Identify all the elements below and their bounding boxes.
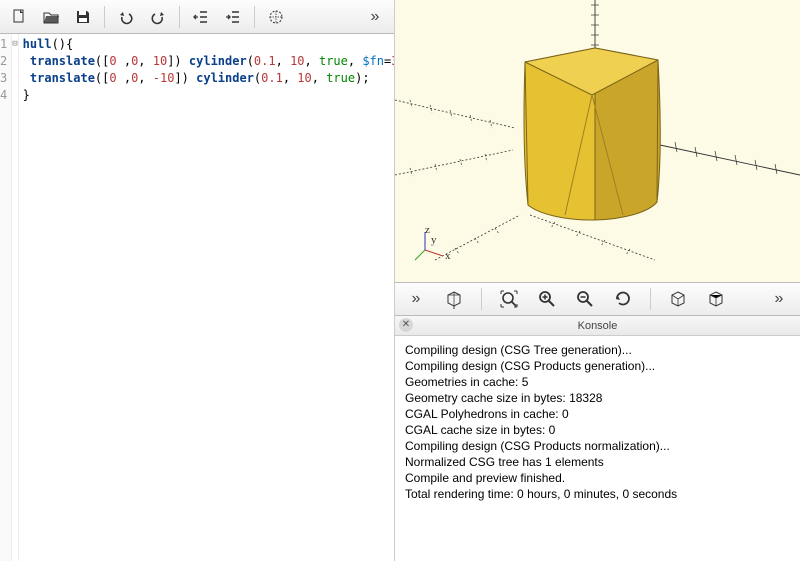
editor-pane: » 1234 ⊟ hull(){ translate([0 ,0, 10]) c… xyxy=(0,0,395,561)
console-line: Compiling design (CSG Tree generation)..… xyxy=(405,342,790,358)
console-title-label: Konsole xyxy=(578,320,618,332)
unindent-button[interactable] xyxy=(186,3,216,31)
axis-x-label: x xyxy=(445,250,451,262)
console-line: CGAL cache size in bytes: 0 xyxy=(405,422,790,438)
editor-toolbar: » xyxy=(0,0,394,34)
preview-button[interactable] xyxy=(261,3,291,31)
render-button[interactable] xyxy=(439,285,469,313)
console-close-button[interactable]: ✕ xyxy=(399,318,413,332)
line-number-gutter: 1234 xyxy=(0,34,12,561)
open-file-button[interactable] xyxy=(36,3,66,31)
view-top-button[interactable] xyxy=(701,285,731,313)
code-editor[interactable]: 1234 ⊟ hull(){ translate([0 ,0, 10]) cyl… xyxy=(0,34,394,561)
console-line: CGAL Polyhedrons in cache: 0 xyxy=(405,406,790,422)
view-overflow-right-button[interactable]: » xyxy=(764,285,794,313)
console-line: Compiling design (CSG Products generatio… xyxy=(405,358,790,374)
zoom-fit-button[interactable] xyxy=(494,285,524,313)
axis-z-label: z xyxy=(425,224,430,236)
console-line: Normalized CSG tree has 1 elements xyxy=(405,454,790,470)
console-titlebar: ✕ Konsole xyxy=(395,316,800,336)
right-pane: z y x » » ✕ Konsole xyxy=(395,0,800,561)
console-panel: ✕ Konsole Compiling design (CSG Tree gen… xyxy=(395,316,800,561)
view-right-button[interactable] xyxy=(663,285,693,313)
redo-button[interactable] xyxy=(143,3,173,31)
console-output[interactable]: Compiling design (CSG Tree generation)..… xyxy=(395,336,800,561)
console-line: Geometries in cache: 5 xyxy=(405,374,790,390)
viewport-toolbar: » » xyxy=(395,282,800,316)
console-line: Compile and preview finished. xyxy=(405,470,790,486)
code-content[interactable]: hull(){ translate([0 ,0, 10]) cylinder(0… xyxy=(19,34,394,561)
indent-button[interactable] xyxy=(218,3,248,31)
undo-button[interactable] xyxy=(111,3,141,31)
console-line: Compiling design (CSG Products normaliza… xyxy=(405,438,790,454)
console-line: Geometry cache size in bytes: 18328 xyxy=(405,390,790,406)
zoom-out-button[interactable] xyxy=(570,285,600,313)
reset-view-button[interactable] xyxy=(608,285,638,313)
zoom-in-button[interactable] xyxy=(532,285,562,313)
save-file-button[interactable] xyxy=(68,3,98,31)
axis-y-label: y xyxy=(431,234,437,246)
new-file-button[interactable] xyxy=(4,3,34,31)
console-line: Total rendering time: 0 hours, 0 minutes… xyxy=(405,486,790,502)
toolbar-overflow-button[interactable]: » xyxy=(360,3,390,31)
viewport-3d[interactable]: z y x xyxy=(395,0,800,282)
view-overflow-left-button[interactable]: » xyxy=(401,285,431,313)
